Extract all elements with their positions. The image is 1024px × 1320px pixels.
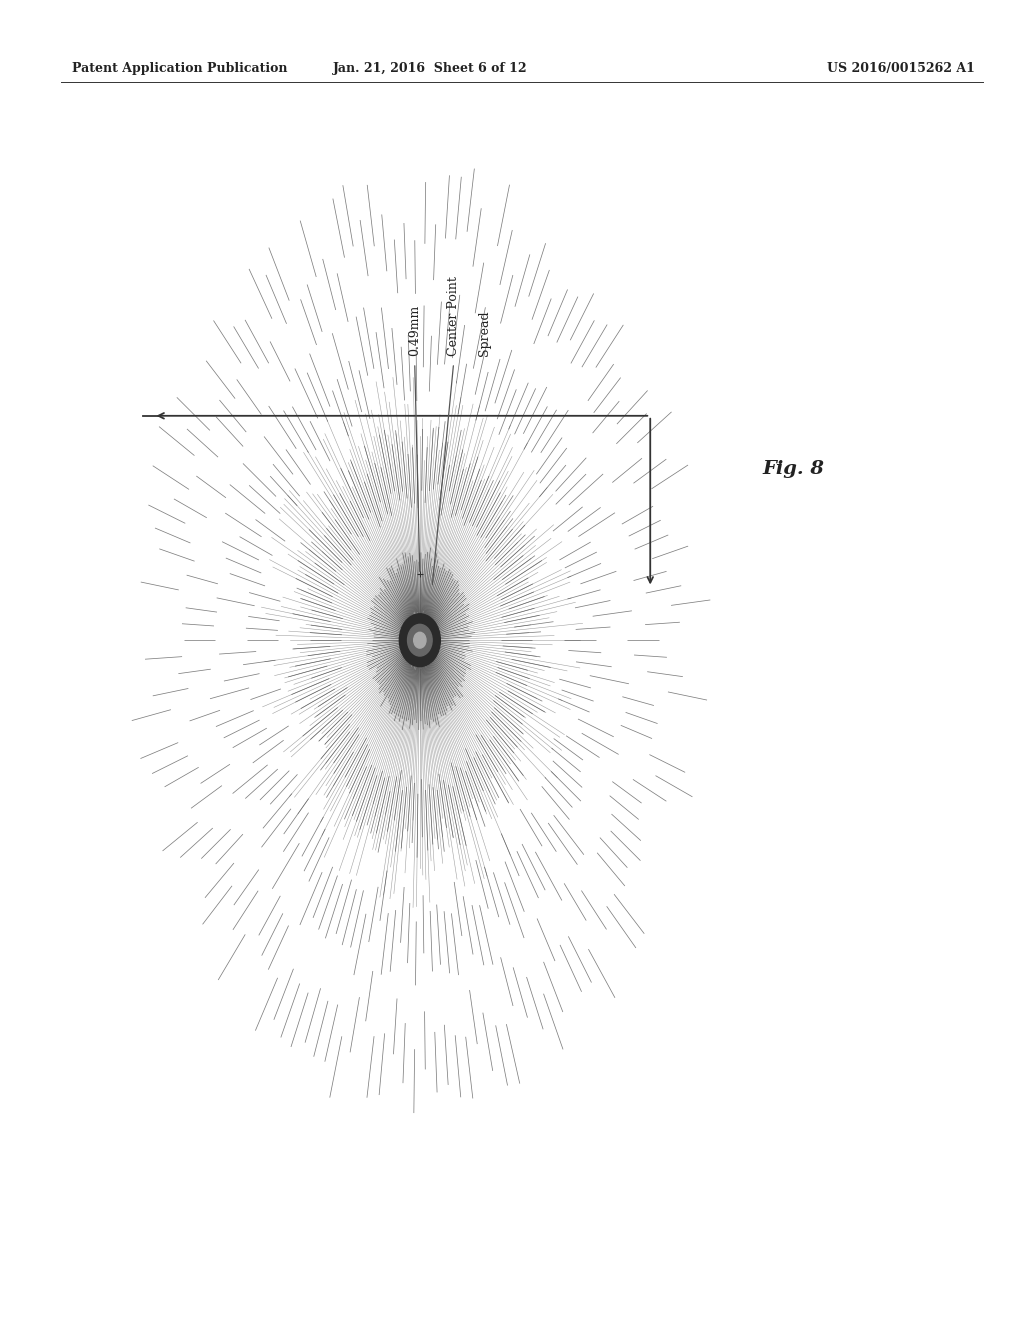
Text: US 2016/0015262 A1: US 2016/0015262 A1 (827, 62, 975, 75)
Circle shape (408, 624, 432, 656)
Text: Jan. 21, 2016  Sheet 6 of 12: Jan. 21, 2016 Sheet 6 of 12 (333, 62, 527, 75)
Text: Center Point: Center Point (447, 276, 460, 356)
Text: Spread: Spread (478, 310, 490, 356)
Text: Fig. 8: Fig. 8 (763, 459, 825, 478)
Circle shape (414, 632, 426, 648)
Circle shape (399, 614, 440, 667)
Text: Patent Application Publication: Patent Application Publication (72, 62, 287, 75)
Text: 0.49mm: 0.49mm (409, 305, 421, 356)
